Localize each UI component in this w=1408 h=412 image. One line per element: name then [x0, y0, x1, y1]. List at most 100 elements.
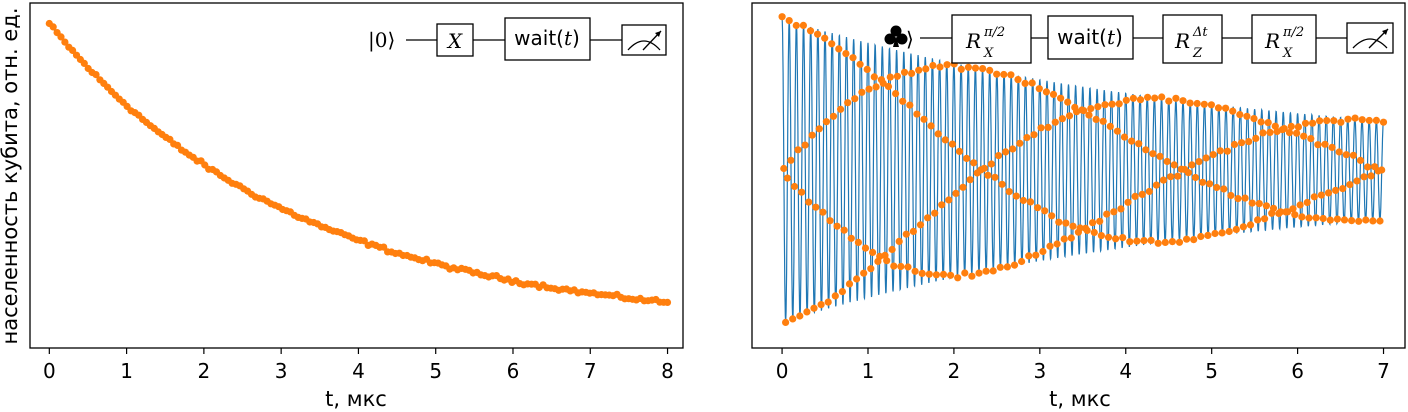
- left-data-point: [92, 71, 100, 79]
- right-data-point: [1133, 237, 1141, 245]
- right-data-point: [929, 61, 937, 70]
- right-data-point: [1028, 79, 1036, 87]
- right-data-point: [961, 269, 969, 277]
- right-data-point: [1032, 251, 1040, 259]
- right-data-point: [900, 68, 909, 76]
- right-data-point: [897, 262, 905, 271]
- right-data-point: [948, 140, 957, 148]
- right-x-tick-label: 3: [1033, 359, 1046, 383]
- right-data-point: [1287, 122, 1295, 130]
- right-x-tick-label: 7: [1377, 359, 1390, 383]
- right-data-point: [1051, 118, 1059, 126]
- ket-zero-label: |0⟩: [368, 28, 395, 53]
- rx-gate-2-box: [1251, 14, 1317, 64]
- right-data-point: [838, 288, 847, 296]
- right-data-point: [945, 196, 953, 204]
- right-data-point: [888, 245, 896, 254]
- rx-gate-1-box: [951, 14, 1032, 64]
- right-data-point: [1159, 176, 1168, 184]
- right-data-point: [1243, 112, 1251, 120]
- right-data-point: [1296, 201, 1304, 209]
- right-data-point: [1317, 191, 1325, 199]
- right-data-point: [1362, 216, 1370, 224]
- right-data-point: [1090, 228, 1098, 237]
- right-data-point: [1058, 115, 1066, 123]
- right-data-point: [1254, 216, 1262, 224]
- right-data-point: [1252, 134, 1260, 142]
- right-data-point: [970, 159, 978, 167]
- left-x-tick-label: 8: [661, 359, 674, 383]
- right-data-point: [1301, 119, 1310, 127]
- right-data-point: [840, 226, 848, 234]
- right-data-point: [982, 267, 990, 275]
- right-data-point: [1193, 99, 1201, 108]
- left-x-tick-label: 2: [198, 359, 211, 383]
- meter-box: [621, 24, 667, 56]
- right-data-point: [1335, 148, 1343, 156]
- right-data-point: [1087, 105, 1095, 113]
- left-circuit: |0⟩ X wait(t): [368, 17, 667, 61]
- right-data-point: [782, 318, 790, 326]
- right-data-point: [966, 176, 974, 184]
- right-data-point: [1330, 117, 1338, 125]
- right-data-point: [879, 79, 887, 87]
- right-data-point: [1044, 123, 1052, 131]
- rx-gate-1-sup: π/2: [983, 25, 1005, 40]
- right-data-point: [1333, 215, 1341, 223]
- right-data-point: [1163, 157, 1171, 166]
- right-data-point: [1113, 127, 1121, 135]
- right-data-point: [1379, 118, 1388, 126]
- right-data-point: [856, 60, 864, 68]
- right-data-point: [1188, 161, 1196, 169]
- right-data-point: [1037, 124, 1045, 132]
- right-data-point: [1147, 236, 1155, 244]
- right-data-point: [1269, 204, 1278, 212]
- right-data-point: [1360, 173, 1368, 181]
- right-data-point: [1238, 139, 1246, 147]
- right-data-point: [1213, 183, 1221, 192]
- right-data-point: [1174, 172, 1182, 180]
- right-data-point: [854, 238, 863, 246]
- right-data-points: [778, 13, 1388, 326]
- right-data-point: [1328, 143, 1336, 151]
- right-data-point: [1149, 150, 1157, 158]
- right-data-point: [872, 83, 880, 91]
- left-chart: 0 1 2 3 4 5 6 7 8 t, мкс населенность кубита, от…: [0, 2, 684, 411]
- right-data-point: [892, 90, 900, 98]
- right-data-point: [1080, 107, 1088, 115]
- right-data-point: [1112, 235, 1120, 243]
- right-data-point: [1294, 123, 1302, 131]
- right-data-point: [1291, 211, 1299, 219]
- right-data-point: [993, 70, 1001, 78]
- right-data-point: [1264, 119, 1272, 127]
- right-data-point: [1064, 98, 1072, 106]
- y-axis-label: населенность кубита, отн. ед.: [0, 8, 22, 345]
- meter-icon: [627, 30, 662, 51]
- right-data-point: [1016, 139, 1024, 147]
- right-data-point: [814, 30, 822, 38]
- left-data-point: [80, 59, 88, 67]
- right-data-point: [1324, 189, 1333, 197]
- right-data-point: [1076, 224, 1084, 232]
- right-data-point: [794, 146, 802, 154]
- right-data-point: [1034, 204, 1042, 212]
- right-data-point: [1012, 192, 1020, 200]
- right-data-point: [812, 203, 820, 211]
- right-data-point: [1369, 217, 1377, 225]
- right-data-point: [1211, 229, 1219, 238]
- right-data-point: [831, 292, 839, 300]
- right-data-point: [849, 54, 857, 62]
- right-data-point: [860, 269, 868, 277]
- right-fit-line: [781, 17, 1385, 322]
- right-data-point: [902, 230, 910, 238]
- right-data-point: [1280, 125, 1288, 133]
- right-data-point: [1122, 96, 1130, 104]
- right-data-point: [1312, 214, 1320, 222]
- right-data-point: [1326, 216, 1334, 224]
- right-data-point: [1007, 71, 1015, 79]
- right-x-tick-label: 1: [862, 359, 875, 383]
- right-data-point: [1261, 215, 1269, 223]
- right-data-point: [1245, 138, 1253, 146]
- right-data-point: [1170, 161, 1178, 169]
- right-data-point: [1319, 214, 1327, 223]
